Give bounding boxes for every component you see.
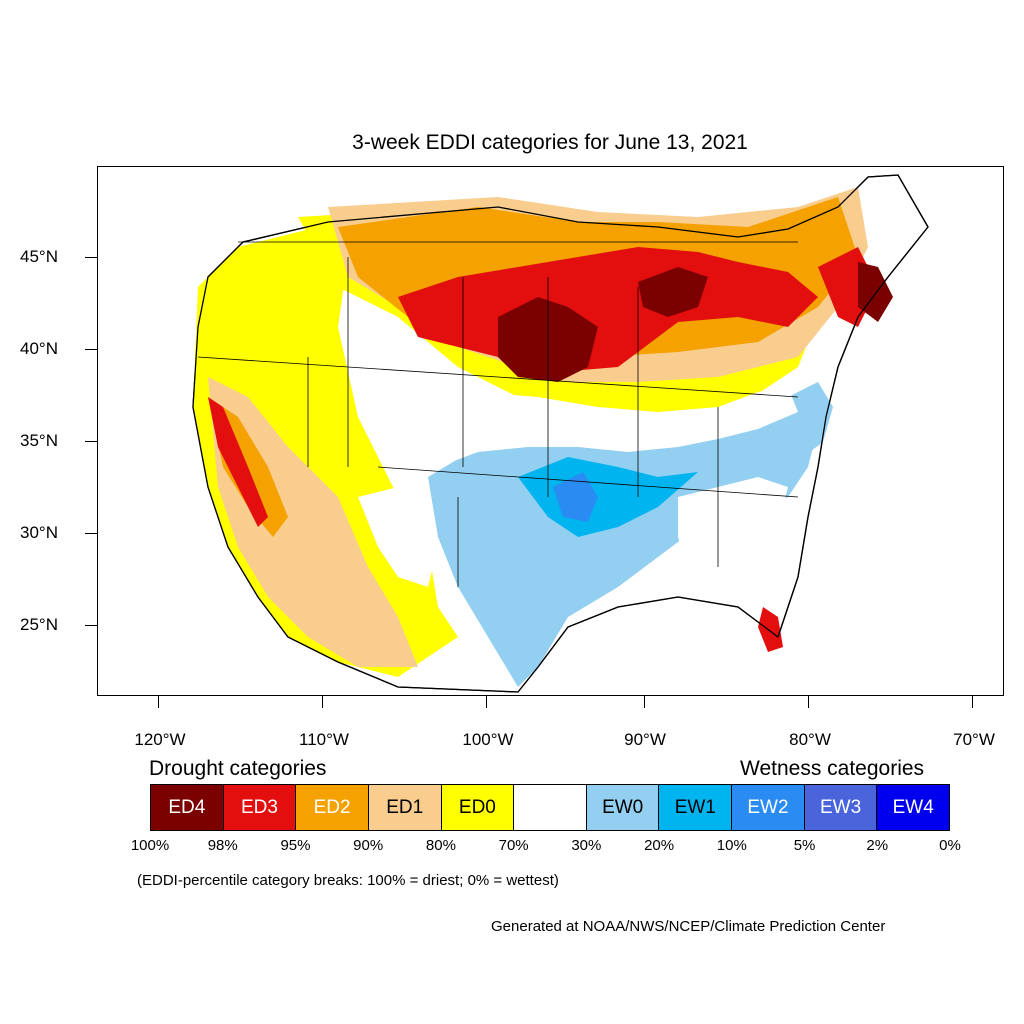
- lon-tick: [972, 696, 973, 708]
- lat-label: 45°N: [20, 247, 58, 266]
- category-legend-bar: ED4 ED3 ED2 ED1 ED0 EW0 EW1 EW2 EW3 EW4: [150, 784, 950, 831]
- lon-label: 70°W: [953, 730, 995, 749]
- legend-box-normal: [514, 785, 587, 830]
- percentile-label: 10%: [716, 837, 747, 854]
- percentile-label: 95%: [280, 837, 311, 854]
- percentile-label: 2%: [866, 837, 889, 854]
- lon-label: 90°W: [624, 730, 666, 749]
- lat-tick: [85, 533, 97, 534]
- lon-tick: [486, 696, 487, 708]
- lon-tick: [322, 696, 323, 708]
- region-ew2-oklahoma-arkansas: [553, 472, 598, 522]
- lat-label: 40°N: [20, 339, 58, 358]
- percentile-label: 30%: [571, 837, 602, 854]
- region-normal-southeast: [678, 477, 788, 587]
- region-normal-central: [418, 387, 798, 467]
- legend-box-ew4: EW4: [877, 785, 950, 830]
- eddi-map-canvas: [192, 174, 929, 693]
- lon-tick: [644, 696, 645, 708]
- national-outline: [192, 174, 929, 693]
- region-ed1-west: [208, 377, 418, 667]
- lon-tick: [158, 696, 159, 708]
- percentile-label: 5%: [793, 837, 816, 854]
- region-normal-southwest: [358, 487, 438, 587]
- lon-label: 110°W: [299, 730, 349, 749]
- lat-label: 35°N: [20, 431, 58, 450]
- legend-box-ed4: ED4: [151, 785, 224, 830]
- lat-tick: [85, 625, 97, 626]
- legend-box-ed2: ED2: [296, 785, 369, 830]
- eddi-map: [97, 166, 1004, 696]
- percentile-label: 90%: [353, 837, 384, 854]
- region-ed3-florida: [758, 607, 783, 652]
- map-title: 3-week EDDI categories for June 13, 2021: [352, 131, 748, 154]
- legend-box-ew0: EW0: [586, 785, 660, 830]
- legend-box-ed3: ED3: [223, 785, 297, 830]
- lat-tick: [85, 441, 97, 442]
- region-ed4-maine: [858, 262, 893, 322]
- percentile-label: 80%: [425, 837, 456, 854]
- percentile-label: 0%: [939, 837, 961, 854]
- lat-tick: [85, 349, 97, 350]
- lon-label: 100°W: [462, 730, 514, 749]
- legend-box-ew2: EW2: [732, 785, 805, 830]
- state-borders: [197, 241, 799, 587]
- region-ed4-wisconsin: [638, 267, 708, 317]
- legend-box-ed0: ED0: [441, 785, 515, 830]
- wetness-categories-heading: Wetness categories: [740, 757, 925, 780]
- lon-label: 80°W: [789, 730, 831, 749]
- percentile-label: 20%: [644, 837, 675, 854]
- region-ed3-california: [208, 397, 268, 527]
- lat-label: 25°N: [20, 615, 58, 634]
- lat-label: 30°N: [20, 523, 58, 542]
- lon-tick: [808, 696, 809, 708]
- lon-label: 120°W: [134, 730, 186, 749]
- drought-categories-heading: Drought categories: [149, 757, 327, 780]
- percentile-label: 100%: [130, 837, 170, 854]
- legend-box-ew3: EW3: [804, 785, 878, 830]
- legend-box-ew1: EW1: [659, 785, 733, 830]
- region-ew0-midatlantic: [788, 382, 833, 457]
- lat-tick: [85, 257, 97, 258]
- category-breaks-note: (EDDI-percentile category breaks: 100% =…: [137, 872, 559, 889]
- percentile-label: 70%: [498, 837, 529, 854]
- credit-line: Generated at NOAA/NWS/NCEP/Climate Predi…: [491, 918, 886, 935]
- percentile-label: 98%: [207, 837, 238, 854]
- legend-box-ed1: ED1: [368, 785, 442, 830]
- region-ew0-south: [428, 397, 818, 687]
